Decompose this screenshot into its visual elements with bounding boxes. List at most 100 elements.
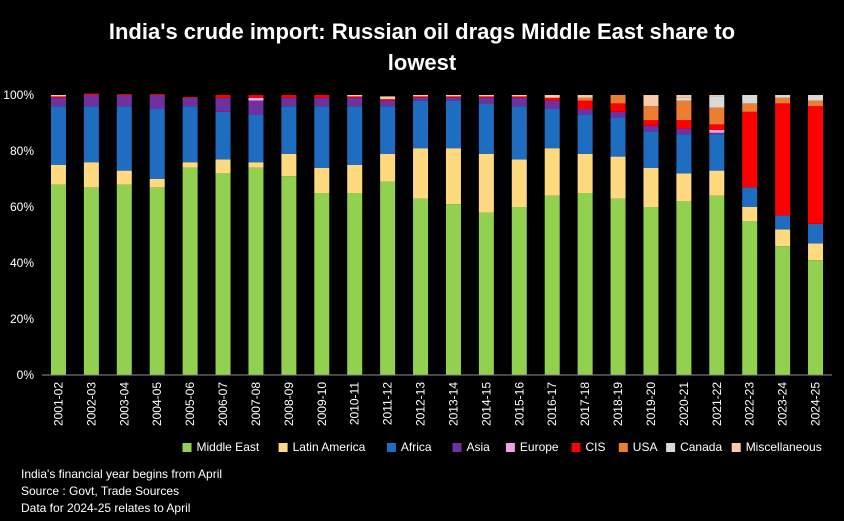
bar-segment-usa-2017-18 [577, 97, 593, 101]
bar-segment-africa-2016-17 [544, 109, 560, 149]
x-tick-label: 2012-13 [414, 382, 428, 426]
bar-segment-middle-east-2006-07 [215, 173, 231, 375]
bar-segment-asia-2003-04 [116, 95, 132, 107]
bar-segment-latin-america-2023-24 [775, 229, 791, 247]
bar-segment-africa-2007-08 [248, 114, 264, 163]
bar-segment-africa-2010-11 [347, 106, 363, 165]
bar-segment-middle-east-2004-05 [149, 187, 165, 375]
bar-segment-latin-america-2011-12 [380, 153, 396, 182]
bar-segment-miscellaneous-2013-14 [445, 95, 461, 97]
bar-segment-miscellaneous-2021-22 [709, 95, 725, 97]
legend-swatch-miscellaneous [731, 443, 741, 452]
bar-segment-cis-2003-04 [116, 94, 132, 95]
bar-segment-asia-2017-18 [577, 109, 593, 115]
bar-segment-asia-2018-19 [610, 111, 626, 118]
bar-segment-latin-america-2007-08 [248, 162, 264, 168]
legend-label-africa: Africa [401, 440, 432, 454]
chart-title: India's crude import: Russian oil drags … [0, 16, 844, 78]
bar-segment-asia-2016-17 [544, 100, 560, 109]
legend-swatch-europe [505, 443, 515, 452]
bar-segment-cis-2024-25 [808, 106, 824, 224]
bar-segment-latin-america-2010-11 [347, 165, 363, 193]
bar-segment-middle-east-2021-22 [709, 195, 725, 375]
bar-segment-asia-2013-14 [445, 97, 461, 101]
bar-segment-asia-2007-08 [248, 100, 264, 115]
bar-segment-latin-america-2021-22 [709, 170, 725, 196]
x-tick-label: 2015-16 [512, 382, 526, 426]
bar-segment-cis-2001-02 [50, 96, 66, 98]
bar-segment-africa-2014-15 [478, 103, 494, 154]
legend-label-latin-america: Latin America [293, 440, 366, 454]
bar-segment-cis-2008-09 [281, 95, 297, 98]
bar-segment-cis-2022-23 [742, 111, 758, 188]
bar-segment-cis-2012-13 [413, 96, 429, 98]
bar-segment-asia-2004-05 [149, 95, 165, 109]
bar-segment-middle-east-2014-15 [478, 212, 494, 375]
bar-segment-cis-2016-17 [544, 97, 560, 101]
bar-segment-africa-2012-13 [413, 100, 429, 149]
y-tick-label: 0% [17, 368, 35, 382]
bar-segment-africa-2018-19 [610, 117, 626, 157]
bar-segment-miscellaneous-2011-12 [380, 96, 396, 100]
x-tick-label: 2022-23 [743, 382, 757, 426]
x-tick-label: 2008-09 [282, 382, 296, 426]
bar-segment-asia-2012-13 [413, 97, 429, 101]
legend-swatch-usa [618, 443, 628, 452]
bar-segment-middle-east-2023-24 [775, 246, 791, 375]
bar-segment-canada-2022-23 [742, 95, 758, 104]
bar-segment-cis-2009-10 [314, 95, 330, 98]
bar-segment-middle-east-2018-19 [610, 198, 626, 375]
x-tick-label: 2009-10 [315, 382, 329, 426]
footnotes: India's financial year begins from April… [21, 466, 222, 517]
bar-segment-miscellaneous-2012-13 [413, 95, 429, 97]
bar-segment-usa-2020-21 [676, 100, 692, 121]
legend-label-asia: Asia [467, 440, 491, 454]
y-tick-label: 60% [10, 200, 34, 214]
x-tick-label: 2006-07 [216, 382, 230, 426]
legend-label-canada: Canada [680, 440, 722, 454]
bar-segment-africa-2023-24 [775, 215, 791, 230]
bar-segment-miscellaneous-2015-16 [511, 95, 527, 97]
bar-segment-miscellaneous-2010-11 [347, 95, 363, 97]
legend-swatch-africa [386, 443, 396, 452]
bar-segment-middle-east-2011-12 [380, 181, 396, 375]
bar-segment-miscellaneous-2017-18 [577, 95, 593, 98]
bar-segment-europe-2007-08 [248, 97, 264, 101]
bar-segment-africa-2003-04 [116, 106, 132, 171]
bar-segment-latin-america-2005-06 [182, 162, 198, 168]
y-tick-label: 80% [10, 144, 34, 158]
bar-segment-latin-america-2001-02 [50, 165, 66, 185]
legend-label-middle-east: Middle East [197, 440, 260, 454]
bar-segment-middle-east-2002-03 [83, 187, 99, 375]
bar-segment-asia-2008-09 [281, 97, 297, 107]
legend-label-usa: USA [633, 440, 658, 454]
bar-segment-latin-america-2024-25 [808, 243, 824, 261]
bar-segment-cis-2005-06 [182, 96, 198, 98]
bar-segment-middle-east-2003-04 [116, 184, 132, 375]
bar-segment-latin-america-2018-19 [610, 156, 626, 199]
legend-label-cis: CIS [586, 440, 606, 454]
bar-segment-latin-america-2013-14 [445, 148, 461, 205]
y-tick-label: 40% [10, 256, 34, 270]
bar-segment-usa-2022-23 [742, 103, 758, 112]
bar-segment-cis-2002-03 [83, 93, 99, 95]
bar-segment-cis-2019-20 [643, 120, 659, 126]
bar-segment-latin-america-2002-03 [83, 162, 99, 188]
bar-segment-africa-2008-09 [281, 106, 297, 154]
bar-segment-miscellaneous-2014-15 [478, 95, 494, 97]
bar-segment-cis-2007-08 [248, 95, 264, 98]
x-tick-label: 2007-08 [249, 382, 263, 426]
bar-segment-cis-2010-11 [347, 96, 363, 98]
bar-segment-miscellaneous-2001-02 [50, 95, 66, 97]
legend-swatch-asia [452, 443, 462, 452]
legend-swatch-latin-america [278, 443, 288, 452]
bar-segment-canada-2023-24 [775, 95, 791, 98]
bar-segment-africa-2019-20 [643, 131, 659, 168]
x-tick-label: 2005-06 [183, 382, 197, 426]
bar-segment-latin-america-2009-10 [314, 167, 330, 193]
bar-segment-latin-america-2004-05 [149, 179, 165, 188]
bar-segment-middle-east-2016-17 [544, 195, 560, 375]
bar-segment-middle-east-2015-16 [511, 207, 527, 375]
bar-segment-africa-2015-16 [511, 106, 527, 160]
